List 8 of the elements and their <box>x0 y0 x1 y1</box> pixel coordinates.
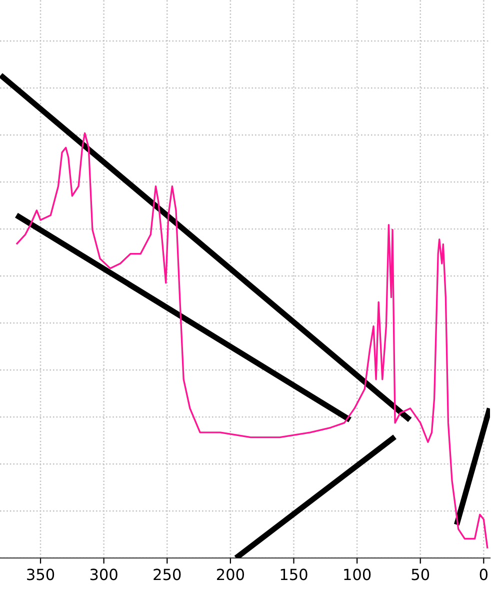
x-tick-label: 300 <box>90 568 118 580</box>
x-tick-label: 350 <box>27 568 54 580</box>
x-tick-label: 50 <box>412 568 430 580</box>
x-tick-label: 100 <box>344 568 371 580</box>
x-tick-label: 250 <box>154 568 181 580</box>
x-tick-label: 0 <box>480 568 488 580</box>
x-tick-label: 200 <box>216 568 244 580</box>
x-tick-label: 150 <box>280 568 308 580</box>
